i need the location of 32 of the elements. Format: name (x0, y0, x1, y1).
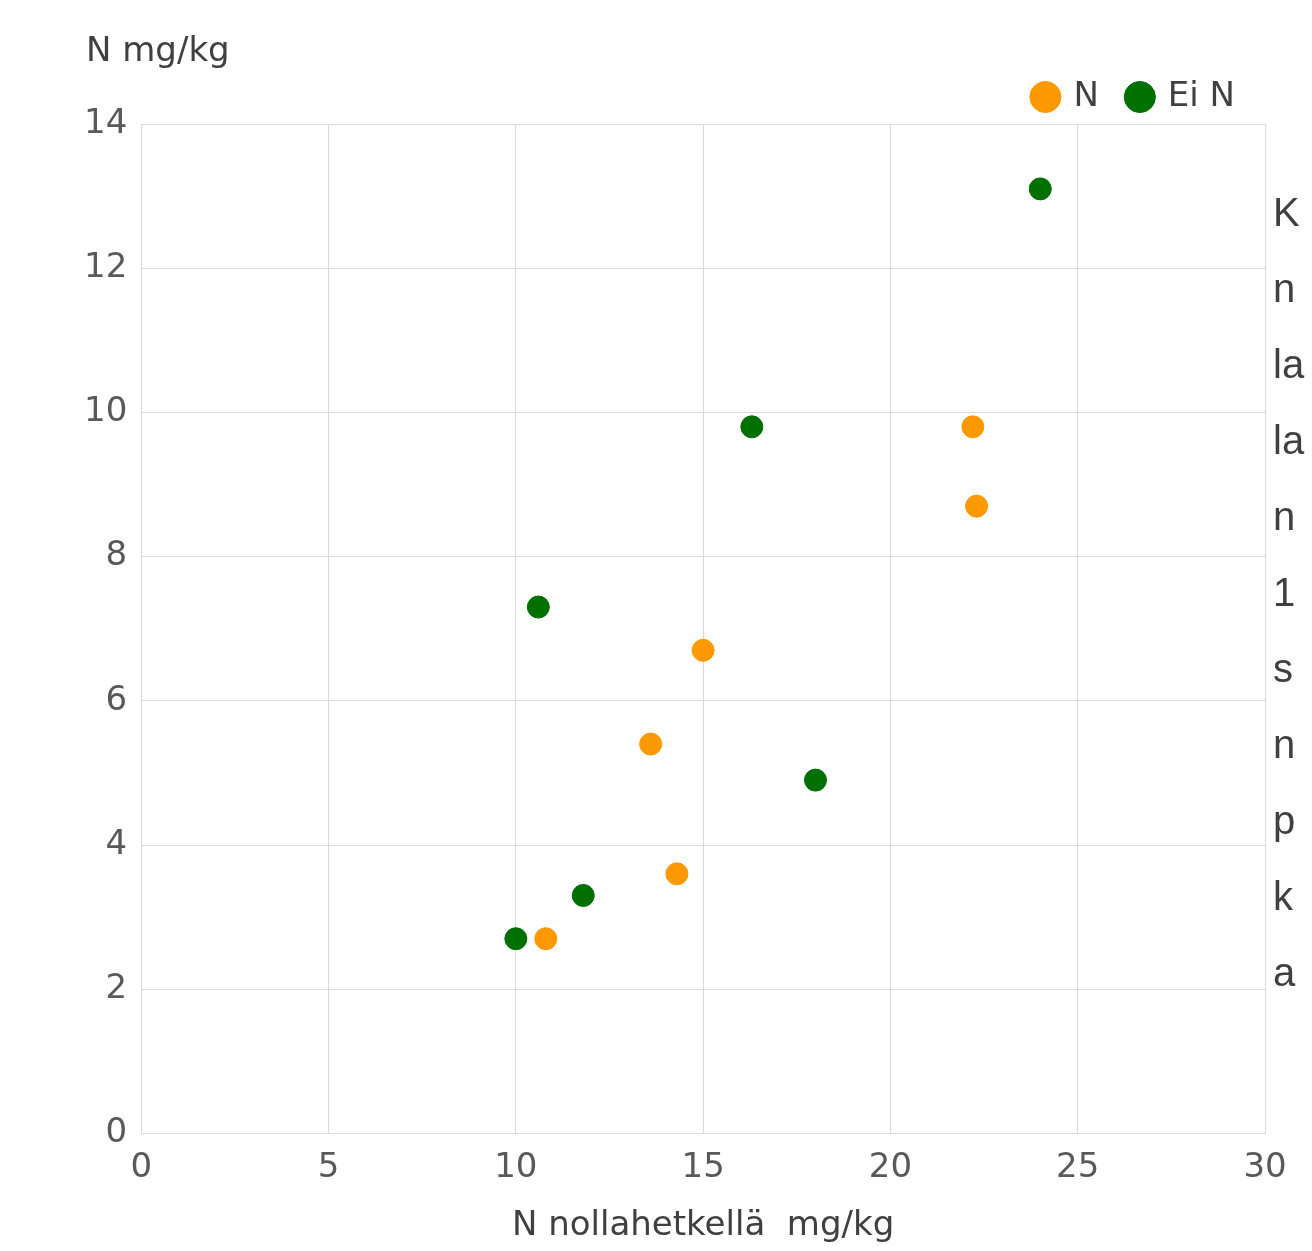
legend-label: Ei N (1167, 73, 1235, 114)
text: K n la la n 1 s n p k a (1273, 190, 1305, 995)
point (961, 415, 985, 439)
point (965, 494, 989, 518)
x-tick-label: 25 (1056, 1144, 1100, 1185)
y-axis-title: N mg/kg (86, 28, 230, 69)
y-tick-label: 14 (84, 100, 128, 141)
point (534, 927, 558, 951)
y-tick-label: 12 (84, 245, 128, 286)
point (504, 927, 528, 951)
y-tick-label: 8 (105, 533, 128, 574)
x-tick-label: 5 (317, 1144, 340, 1185)
point (571, 883, 595, 907)
y-tick-label: 4 (105, 821, 128, 862)
y-tick-label: 6 (105, 677, 128, 718)
x-tick-label: 20 (868, 1144, 913, 1185)
point (526, 595, 550, 619)
x-tick-label: 15 (681, 1144, 725, 1185)
point (804, 768, 828, 792)
x-tick-label: 0 (130, 1144, 153, 1185)
y-tick-label: 0 (105, 1110, 128, 1151)
x-tick-label: 10 (494, 1144, 538, 1185)
y-tick-label: 2 (105, 966, 128, 1007)
point (639, 732, 663, 756)
x-axis-title: N nollahetkellä mg/kg (511, 1203, 895, 1244)
point (740, 415, 764, 439)
point (665, 862, 689, 886)
point (1028, 177, 1052, 201)
point (691, 638, 715, 662)
legend-label: N (1073, 73, 1099, 114)
x-tick-label: 30 (1243, 1144, 1287, 1185)
y-tick-label: 10 (84, 389, 128, 430)
